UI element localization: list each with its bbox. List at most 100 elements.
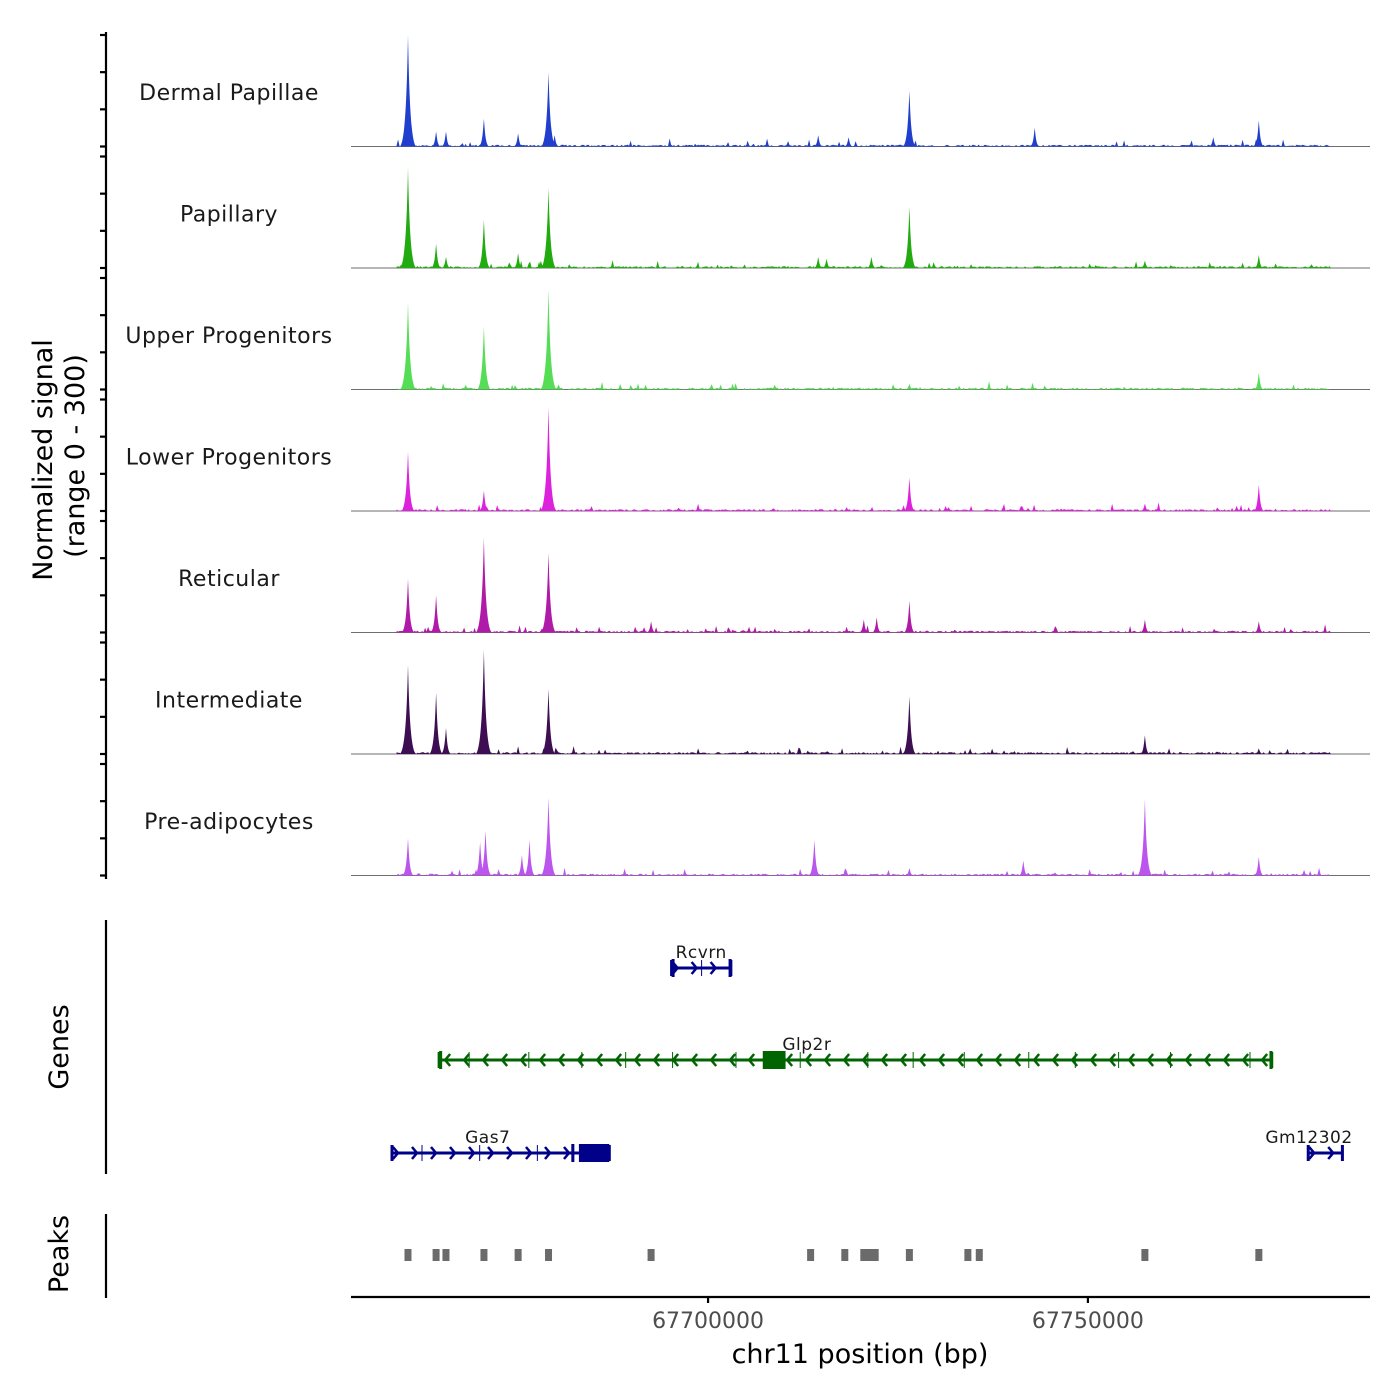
strand-arrow	[595, 1053, 604, 1067]
signal-peak	[441, 131, 451, 147]
track-label: Dermal Papillae	[139, 81, 319, 106]
x-tick-label: 67750000	[1032, 1309, 1144, 1334]
strand-arrow	[1203, 1053, 1212, 1067]
strand-arrow	[443, 1053, 452, 1067]
signal-peak	[523, 840, 536, 876]
signal-peak	[905, 383, 914, 390]
coverage-tracks: Dermal Papillae Papillary Upper Progenitor…	[125, 35, 1370, 876]
strand-arrow	[747, 1053, 756, 1067]
signal-peak	[902, 90, 916, 147]
gene-exon	[762, 1051, 786, 1069]
strand-arrow	[563, 1146, 571, 1160]
genes-panel-label: Genes	[44, 1004, 75, 1089]
strand-arrow	[633, 1053, 642, 1067]
gene-exon	[1269, 1051, 1273, 1069]
signal-peak	[905, 868, 914, 876]
signal-peak	[541, 689, 556, 754]
strand-arrow	[1051, 1053, 1060, 1067]
strand-arrow	[1327, 1146, 1335, 1160]
coverage-track: Pre-adipocytes	[144, 797, 1370, 876]
strand-arrow	[823, 1053, 832, 1067]
signal-background	[396, 867, 1332, 876]
signal-peak	[477, 326, 491, 390]
peak-region	[865, 1249, 873, 1261]
strand-arrow	[449, 1146, 457, 1160]
track-label: Reticular	[178, 567, 280, 592]
coverage-track: Papillary	[180, 167, 1370, 269]
signal-peak	[1208, 137, 1218, 147]
signal-peak	[402, 838, 414, 876]
signal-peak	[478, 118, 490, 147]
signal-peak	[440, 728, 452, 754]
strand-arrow	[462, 1053, 471, 1067]
coverage-track: Reticular	[178, 537, 1370, 633]
strand-arrow	[614, 1053, 623, 1067]
gene-model: Gm12302	[1265, 1128, 1352, 1161]
strand-arrow	[1108, 1053, 1117, 1067]
signal-peak	[475, 537, 492, 633]
strand-arrow	[557, 1053, 566, 1067]
peak-region	[905, 1249, 913, 1261]
signal-peak	[401, 578, 415, 633]
peak-region	[514, 1249, 522, 1261]
signal-background	[396, 746, 1332, 754]
strand-arrow	[785, 1053, 794, 1067]
signal-peak	[541, 797, 556, 876]
peak-region	[871, 1249, 879, 1261]
signal-peak	[400, 302, 416, 390]
peaks-panel-label: Peaks	[44, 1215, 75, 1293]
signal-peak	[903, 477, 915, 511]
signal-peak	[550, 135, 560, 147]
signal-peak	[536, 260, 546, 268]
peak-regions	[404, 1249, 1263, 1261]
strand-arrow	[411, 1146, 419, 1160]
peak-region	[647, 1249, 655, 1261]
strand-arrow	[487, 1146, 495, 1160]
strand-arrow	[652, 1053, 661, 1067]
strand-arrow	[506, 1146, 514, 1160]
strand-arrow	[899, 1053, 908, 1067]
signal-peak	[430, 595, 442, 633]
coverage-track: Intermediate	[155, 649, 1370, 755]
signal-peak	[1254, 856, 1264, 876]
signal-peak	[965, 748, 975, 754]
peak-region	[480, 1249, 488, 1261]
signal-peak	[1140, 619, 1150, 633]
strand-arrow	[804, 1053, 813, 1067]
signal-peak	[475, 649, 492, 754]
signal-background	[396, 381, 1332, 390]
signal-background	[396, 260, 1332, 268]
gene-exon	[671, 959, 675, 977]
gene-model: Glp2r	[437, 1035, 1274, 1069]
signal-peak	[401, 451, 415, 511]
gene-exon	[578, 1144, 610, 1162]
peak-region	[964, 1249, 972, 1261]
signal-peak	[517, 855, 527, 876]
gene-model: Rcvrn	[670, 943, 733, 977]
signal-peak	[1254, 372, 1264, 390]
strand-arrow	[880, 1053, 889, 1067]
signal-peak	[1254, 255, 1264, 268]
coverage-y-ticks	[100, 33, 106, 877]
signal-peak	[474, 842, 486, 876]
peak-region	[1141, 1249, 1149, 1261]
strand-arrow	[525, 1146, 533, 1160]
gene-label: Rcvrn	[676, 943, 727, 963]
y-axis-label-line2: (range 0 - 300)	[60, 354, 91, 558]
strand-arrow	[1032, 1053, 1041, 1067]
track-label: Upper Progenitors	[125, 324, 332, 349]
x-axis-ticks: 67700000 67750000	[652, 1297, 1144, 1334]
coverage-track: Dermal Papillae	[139, 35, 1370, 147]
signal-peak	[1140, 260, 1150, 268]
gene-exon	[728, 959, 732, 977]
strand-arrow	[538, 1053, 547, 1067]
signal-peak	[431, 131, 441, 147]
signal-peak	[646, 621, 656, 633]
signal-peak	[904, 600, 915, 633]
signal-peak	[429, 692, 443, 754]
signal-peak	[866, 256, 876, 268]
strand-arrow	[918, 1053, 927, 1067]
gene-exon	[439, 1051, 443, 1069]
peak-region	[975, 1249, 983, 1261]
